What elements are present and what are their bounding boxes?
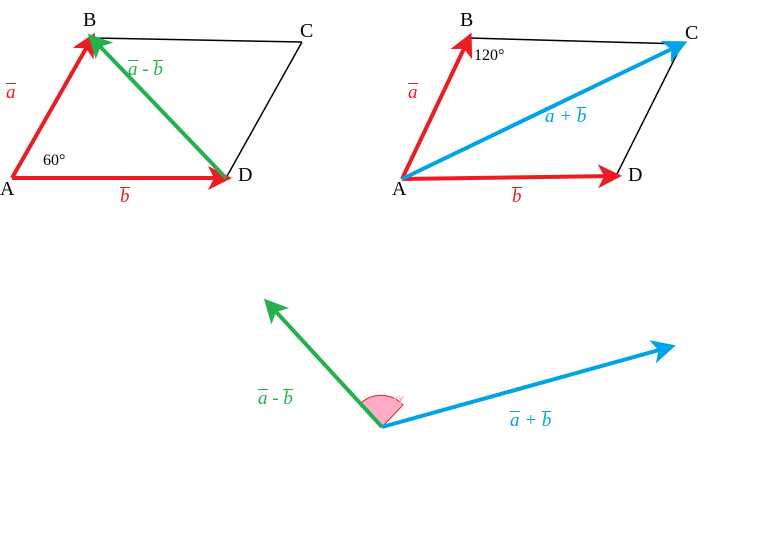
label-apb-3: a + b [510,410,551,432]
point-C-2: C [685,22,698,45]
alpha-label: α [393,389,404,412]
label-apb-2: a + b [545,106,586,128]
point-A-1: A [0,178,14,201]
label-amb-1: a - b [128,59,163,81]
point-B-2: B [460,9,473,32]
label-b-1: b [120,186,130,208]
figure3 [268,303,670,427]
label-a-1: a [6,82,16,104]
point-D-2: D [628,164,642,187]
label-b-2: b [512,186,522,208]
angle-120: 120° [474,47,504,65]
label-amb-3: a - b [258,388,293,410]
point-D-1: D [238,164,252,187]
point-A-2: A [392,178,406,201]
angle-60: 60° [43,152,65,170]
label-a-2: a [408,82,418,104]
diagram-canvas [0,0,757,559]
figure2 [402,38,682,179]
point-C-1: C [300,20,313,43]
point-B-1: B [83,9,96,32]
